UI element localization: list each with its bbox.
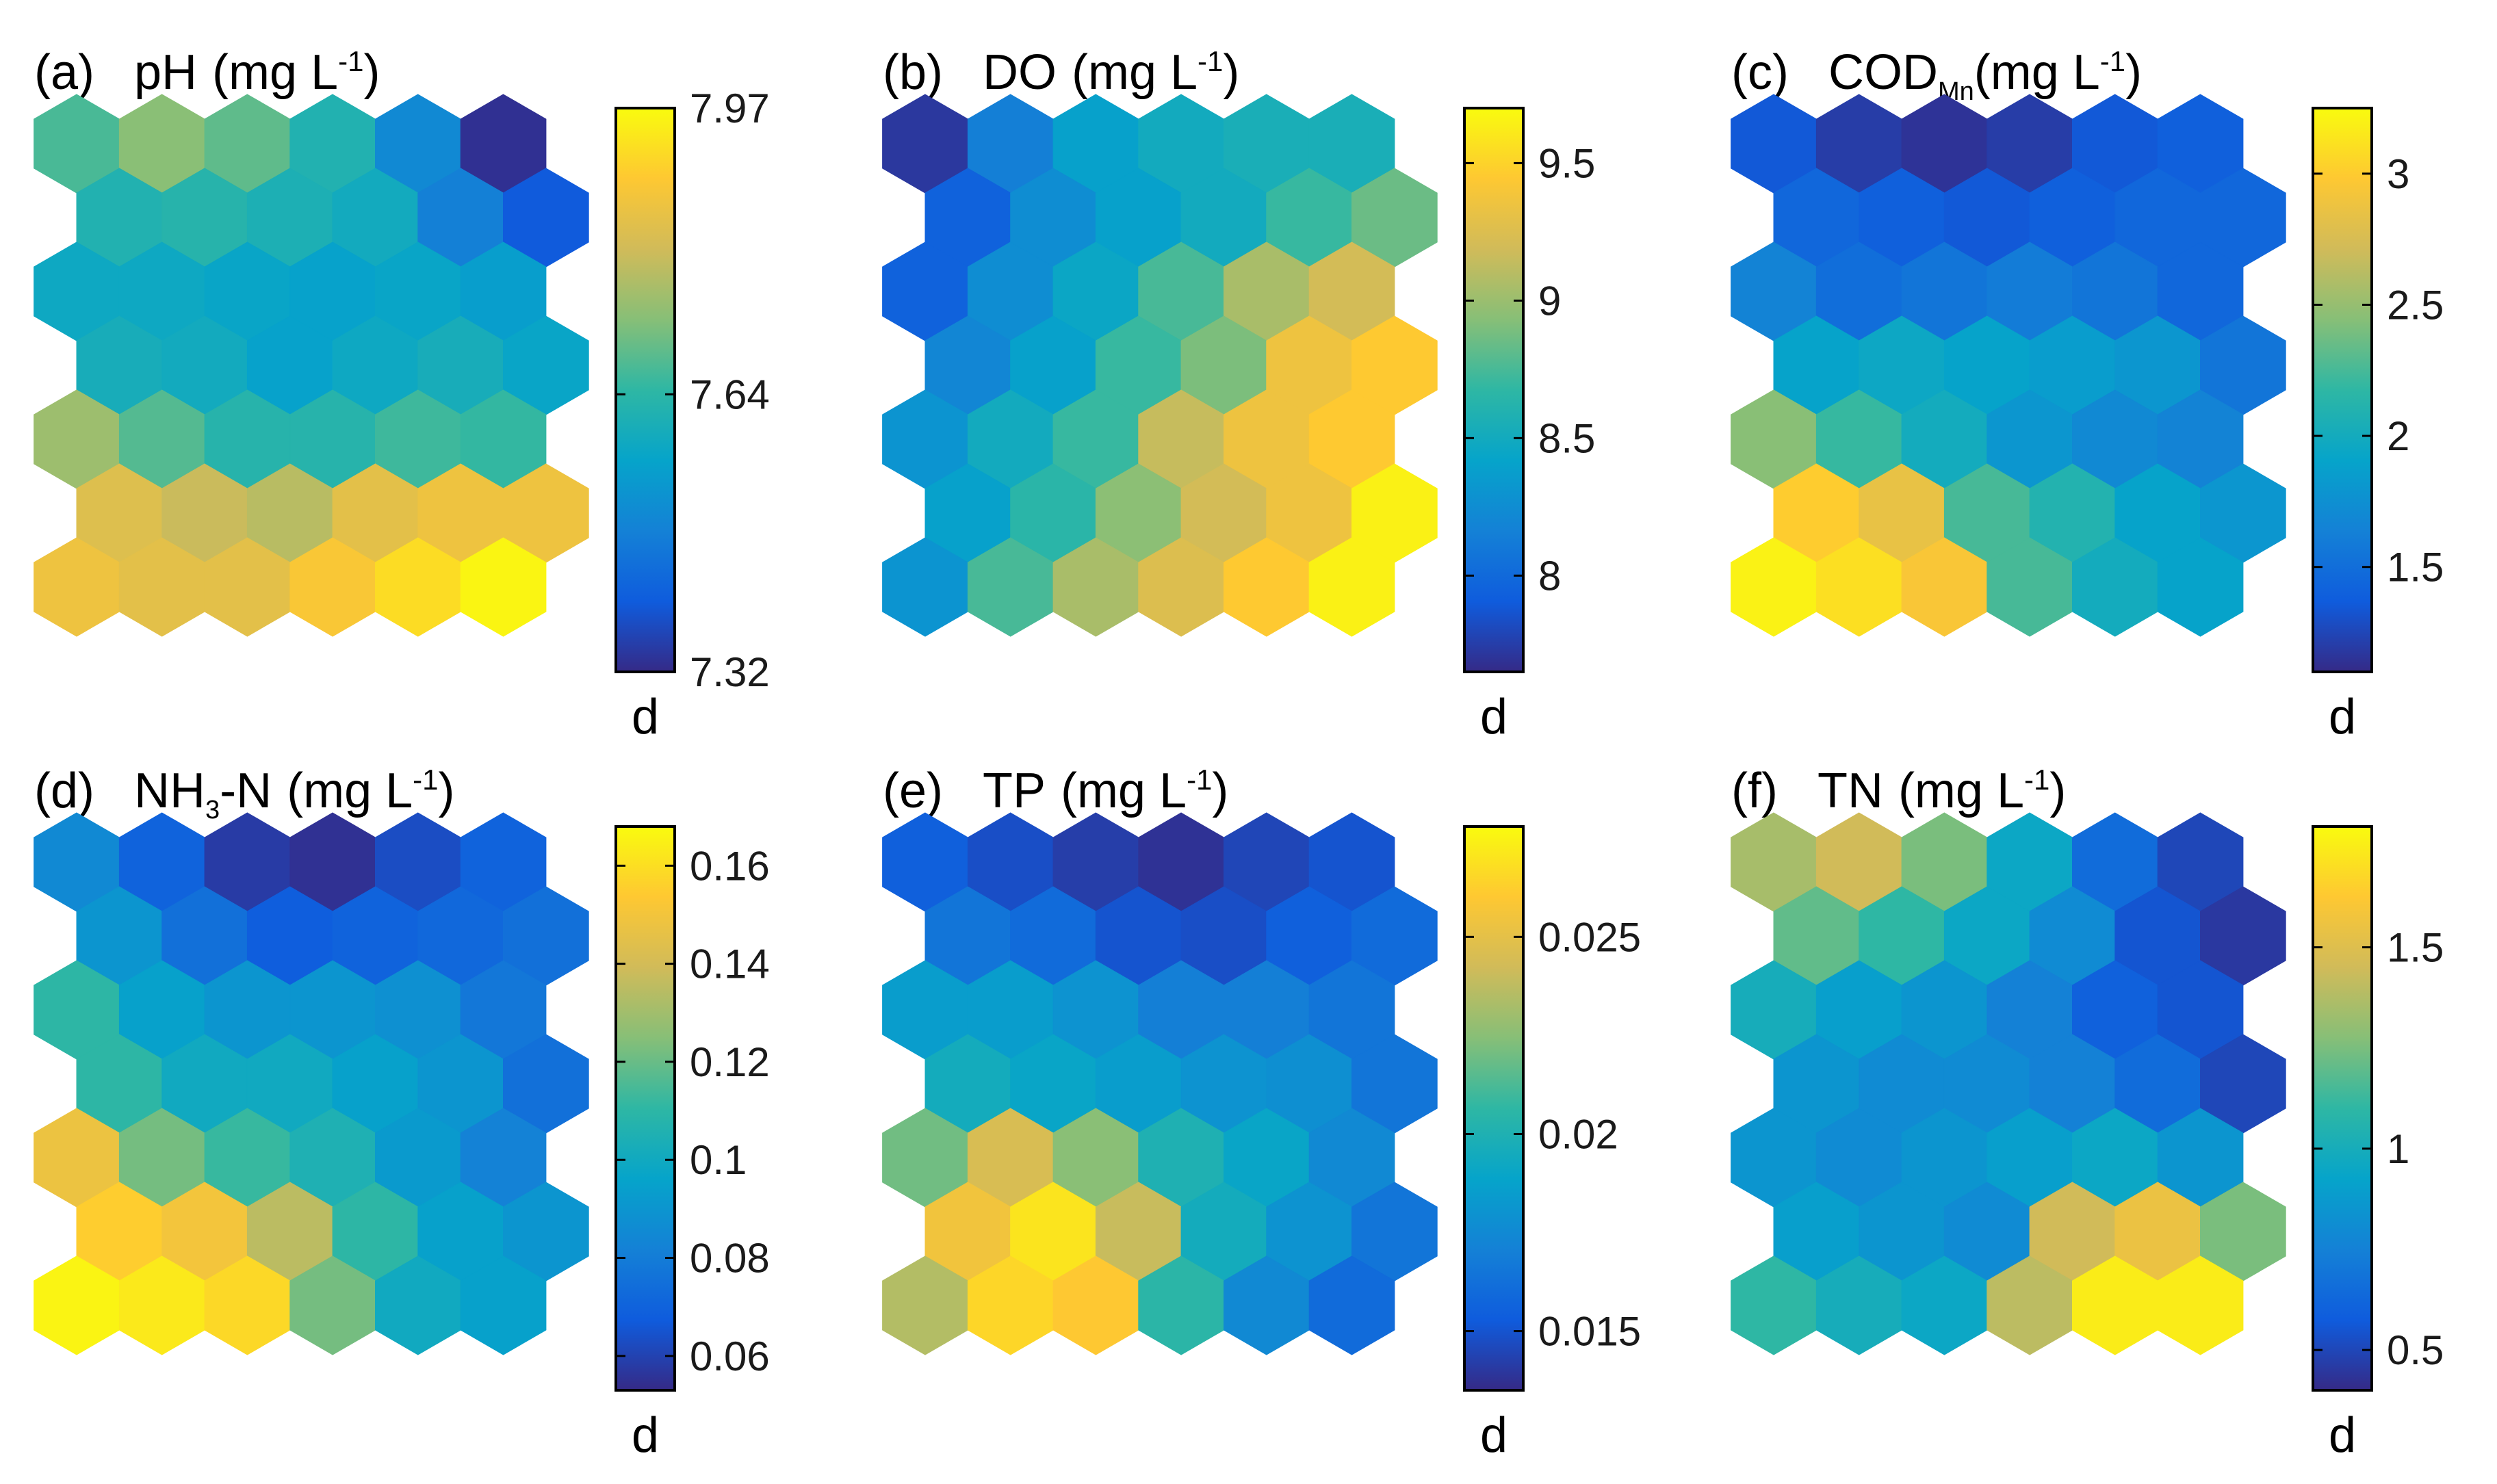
unit-label: (mg L [1898,764,2024,818]
colorbar-tick-label: 0.015 [1538,1309,1641,1355]
panel-d: (d) NH3-N (mg L-1) 0.06 0.08 0.1 0.12 0.14 0.16 d [34,764,770,1463]
colorbar-tick-label: 9.5 [1538,140,1595,186]
colorbar-tick-label: 7.32 [690,649,770,695]
colorbar-label: d [1480,1408,1508,1463]
unit-close: ) [2125,45,2142,100]
panel-title: (b) DO (mg L-1) [883,45,1239,100]
colorbar-label: d [632,690,659,744]
hex-cell-r6-c5 [460,1255,547,1355]
variable-name: COD [1828,45,1938,100]
colorbar-tick-label: 7.64 [690,372,770,417]
unit-superscript: -1 [1198,45,1223,77]
colorbar-gradient [614,107,676,673]
unit-close: ) [363,45,380,100]
colorbar-label: d [2329,1408,2356,1463]
panel-label: (f) [1731,764,1778,818]
colorbar-label: d [1480,690,1508,744]
panel-title: (d) NH3-N (mg L-1) [34,764,455,824]
colorbar-tick-label: 1.5 [2387,545,2444,590]
hex-grid [1731,812,2286,1355]
panel-f: (f) TN (mg L-1) 0.5 1 1.5 d [1731,764,2444,1463]
unit-close: ) [1212,764,1228,818]
unit-superscript: -1 [2100,45,2125,77]
hex-cell-r6-c5 [460,537,547,637]
unit-label: (mg L [287,764,413,818]
hex-grid [882,812,1438,1355]
colorbar-tick-label: 9 [1538,278,1561,324]
panel-label: (a) [34,45,94,100]
unit-close: ) [2049,764,2066,818]
unit-close: ) [1223,45,1239,100]
unit-label: (mg L [212,45,338,100]
colorbar-tick-label: 1.5 [2387,925,2444,971]
colorbar-gradient [2312,825,2373,1392]
unit-superscript: -1 [2024,764,2049,796]
colorbar-tick-label: 2 [2387,413,2409,459]
hex-grid [34,94,589,637]
unit-superscript: -1 [413,764,438,796]
variable-name: TP [983,764,1046,818]
colorbar-tick-label: 8.5 [1538,415,1595,461]
colorbar: 1.5 2 2.5 3 d [2312,107,2444,744]
panel-label: (b) [883,45,943,100]
panel-title: (e) TP (mg L-1) [883,764,1228,818]
colorbar-label: d [2329,690,2356,744]
colorbar-gradient [2312,107,2373,673]
colorbar: 0.015 0.02 0.025 d [1463,825,1641,1463]
colorbar-label: d [632,1408,659,1463]
colorbar-tick-label: 1 [2387,1126,2409,1172]
variable-name: pH [134,45,197,100]
colorbar-tick-label: 0.02 [1538,1111,1618,1157]
unit-close: ) [439,764,455,818]
colorbar-gradient [614,825,676,1392]
colorbar-tick-label: 0.06 [690,1333,770,1379]
hex-grid [34,812,589,1355]
colorbar-gradient [1463,825,1525,1392]
colorbar-tick-label: 0.08 [690,1236,770,1281]
unit-superscript: -1 [338,45,363,77]
panel-title: (c) CODMn(mg L-1) [1731,45,2142,106]
unit-label: (mg L [1061,764,1187,818]
colorbar-tick-label: 8 [1538,553,1561,599]
panel-label: (c) [1731,45,1789,100]
variable-name: DO [983,45,1057,100]
variable-name: NH [134,764,205,818]
panel-label: (d) [34,764,94,818]
panel-title: (a) pH (mg L-1) [34,45,380,100]
panel-a: (a) pH (mg L-1) 7.32 7.64 7.97 d [34,45,770,744]
panel-c: (c) CODMn(mg L-1)1.522.53d [1731,45,2444,744]
unit-label: (mg L [1072,45,1198,100]
colorbar-tick-label: 0.16 [690,843,770,889]
colorbar-tick-label: 2.5 [2387,282,2444,328]
panel-e: (e) TP (mg L-1) 0.015 0.02 0.025 d [882,764,1641,1463]
hex-cell-r6-c5 [1308,537,1395,637]
colorbar-tick-label: 3 [2387,151,2409,197]
variable-name-rest: -N [220,764,272,818]
colorbar-gradient [1463,107,1525,673]
colorbar-tick-label: 0.5 [2387,1327,2444,1373]
colorbar-tick-label: 0.1 [690,1137,747,1183]
colorbar-tick-label: 0.025 [1538,914,1641,960]
hex-grid [882,94,1438,637]
colorbar: 7.32 7.64 7.97 d [614,86,770,744]
colorbar: 8 8.5 9 9.5 d [1463,107,1595,744]
colorbar-tick-label: 0.12 [690,1039,770,1085]
hex-cell-r6-c5 [1308,1255,1395,1355]
unit-superscript: -1 [1187,764,1212,796]
hex-cell-r6-c5 [2157,1255,2244,1355]
colorbar: 0.06 0.08 0.1 0.12 0.14 0.16 d [614,825,770,1463]
panel-title: (f) TN (mg L-1) [1731,764,2066,818]
colorbar-tick-label: 7.97 [690,86,770,131]
hex-grid [1731,94,2286,637]
variable-name: TN [1817,764,1883,818]
panel-b: (b) DO (mg L-1) 8 8.5 9 9.5 d [882,45,1595,744]
hex-cell-r6-c5 [2157,537,2244,637]
colorbar: 0.5 1 1.5 d [2312,825,2444,1463]
unit-label: (mg L [1974,45,2100,100]
colorbar-tick-label: 0.14 [690,941,770,987]
variable-subscript: 3 [205,796,220,824]
panel-label: (e) [883,764,943,818]
